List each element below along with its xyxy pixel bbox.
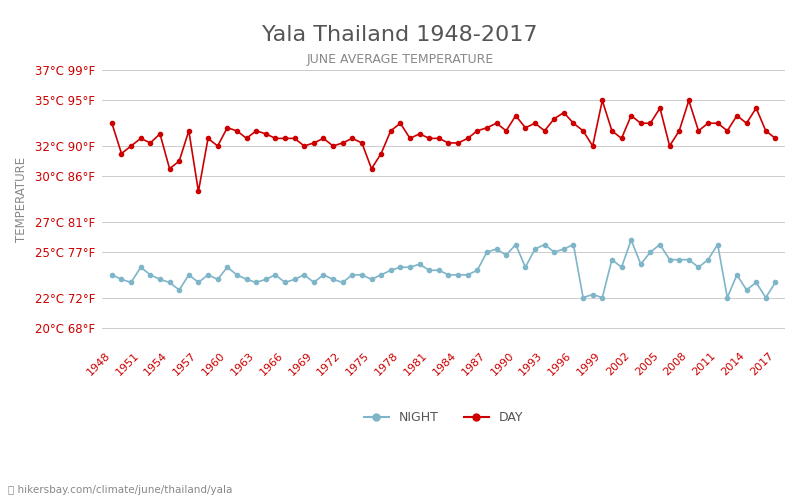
Text: 🌐 hikersbay.com/climate/june/thailand/yala: 🌐 hikersbay.com/climate/june/thailand/ya… (8, 485, 232, 495)
Legend: NIGHT, DAY: NIGHT, DAY (359, 406, 528, 429)
Y-axis label: TEMPERATURE: TEMPERATURE (15, 156, 28, 242)
Text: Yala Thailand 1948-2017: Yala Thailand 1948-2017 (262, 25, 538, 45)
Text: JUNE AVERAGE TEMPERATURE: JUNE AVERAGE TEMPERATURE (306, 52, 494, 66)
